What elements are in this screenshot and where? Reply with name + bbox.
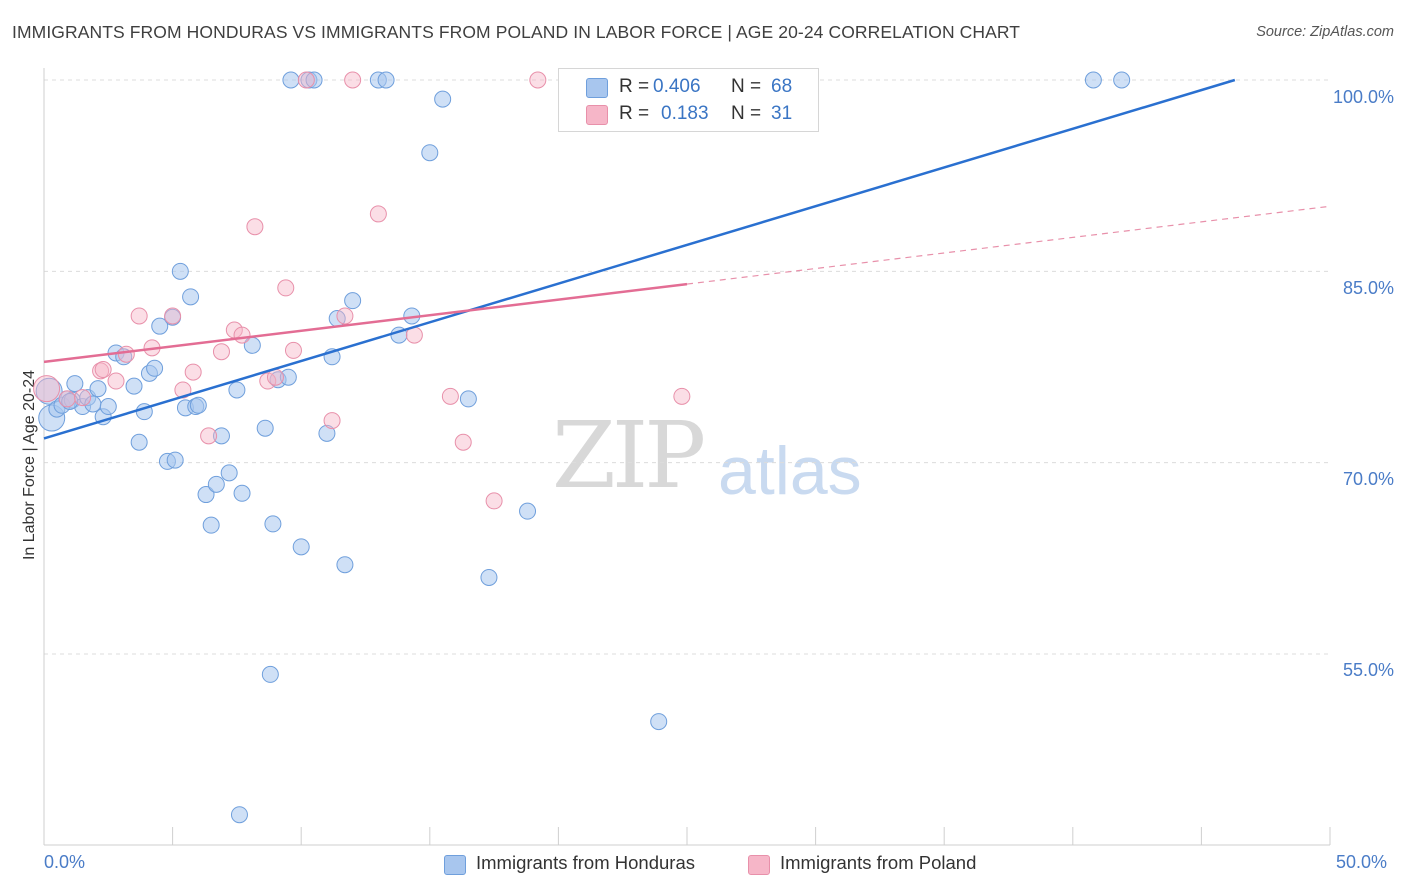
poland-point <box>117 345 135 363</box>
poland-point <box>94 361 112 379</box>
watermark-zip: ZIP <box>552 402 706 509</box>
poland-point <box>336 307 354 325</box>
bottom-legend-swatch-poland <box>748 855 770 875</box>
honduras-point <box>151 317 169 335</box>
honduras-point <box>130 433 148 451</box>
honduras-point <box>146 359 164 377</box>
honduras-point <box>230 806 248 824</box>
honduras-point <box>1113 71 1131 89</box>
honduras-point <box>189 396 207 414</box>
honduras-point <box>202 516 220 534</box>
poland-point <box>259 372 277 390</box>
honduras-point <box>207 475 225 493</box>
watermark-atlas: atlas <box>718 433 862 509</box>
poland-point <box>344 71 362 89</box>
honduras-point <box>377 71 395 89</box>
source-label: Source: ZipAtlas.com <box>1256 24 1394 40</box>
honduras-point <box>279 368 297 386</box>
honduras-point <box>459 390 477 408</box>
legend-n-label: N = <box>731 103 762 124</box>
honduras-point <box>519 502 537 520</box>
poland-point <box>454 433 472 451</box>
x-tick-label-min: 0.0% <box>44 852 86 872</box>
honduras-point <box>344 292 362 310</box>
honduras-trend-line <box>43 78 1236 440</box>
honduras-point <box>197 486 215 504</box>
legend-row-honduras: R = 0.406 N = 68 <box>559 75 818 101</box>
y-tick-label-85: 85.0% <box>1342 278 1394 298</box>
poland-point <box>200 427 218 445</box>
y-tick-label-100: 100.0% <box>1332 87 1394 107</box>
poland-point <box>130 307 148 325</box>
poland-point <box>107 372 125 390</box>
legend-n-value: 68 <box>771 76 793 97</box>
poland-point <box>323 412 341 430</box>
poland-point <box>74 389 92 407</box>
poland-point <box>673 387 691 405</box>
honduras-point <box>61 392 79 410</box>
poland-point <box>212 343 230 361</box>
honduras-point <box>256 419 274 437</box>
legend-r-value: 0.183 <box>661 103 709 124</box>
poland-point <box>184 363 202 381</box>
honduras-point <box>434 90 452 108</box>
poland-point <box>164 307 182 325</box>
legend-swatch-poland <box>586 105 608 125</box>
honduras-point <box>261 665 279 683</box>
honduras-point <box>650 713 668 731</box>
poland-point <box>297 71 315 89</box>
honduras-point <box>318 424 336 442</box>
poland-point <box>58 390 76 408</box>
poland-trend-line-extrapolated <box>686 205 1331 285</box>
legend-r-label: R = <box>619 103 650 124</box>
legend-r-label: R = <box>619 76 650 97</box>
honduras-point <box>264 515 282 533</box>
poland-point <box>441 387 459 405</box>
poland-point <box>284 341 302 359</box>
honduras-point <box>99 398 117 416</box>
honduras-point <box>292 538 310 556</box>
honduras-point <box>233 484 251 502</box>
poland-point <box>277 279 295 297</box>
honduras-point <box>89 380 107 398</box>
bottom-legend-swatch-honduras <box>444 855 466 875</box>
poland-trend-line <box>43 282 688 364</box>
y-tick-label-55: 55.0% <box>1342 660 1394 680</box>
legend-swatch-honduras <box>586 78 608 98</box>
honduras-point <box>282 71 300 89</box>
legend-n-label: N = <box>731 76 762 97</box>
legend-r-value: 0.406 <box>653 76 701 97</box>
honduras-point <box>1084 71 1102 89</box>
x-tick-label-max: 50.0% <box>1336 852 1388 872</box>
bottom-legend-label-honduras: Immigrants from Honduras <box>476 852 695 873</box>
poland-point <box>485 492 503 510</box>
honduras-point <box>125 377 143 395</box>
honduras-point <box>66 375 84 393</box>
legend-n-value: 31 <box>771 103 793 124</box>
honduras-point <box>171 262 189 280</box>
poland-point <box>369 205 387 223</box>
honduras-point <box>166 451 184 469</box>
honduras-point <box>421 144 439 162</box>
legend-row-poland: R = 0.183 N = 31 <box>559 102 818 128</box>
poland-point <box>33 375 61 403</box>
bottom-legend-label-poland: Immigrants from Poland <box>780 852 977 873</box>
honduras-point <box>480 568 498 586</box>
chart-title: IMMIGRANTS FROM HONDURAS VS IMMIGRANTS F… <box>12 22 1021 42</box>
honduras-point <box>228 381 246 399</box>
poland-point <box>174 381 192 399</box>
honduras-point <box>182 288 200 306</box>
poland-point <box>233 326 251 344</box>
honduras-point <box>212 427 230 445</box>
honduras-point <box>220 464 238 482</box>
poland-point <box>246 218 264 236</box>
honduras-point <box>336 556 354 574</box>
poland-point <box>529 71 547 89</box>
correlation-legend: R = 0.406 N = 68 R = 0.183 N = 31 <box>558 68 819 132</box>
y-tick-label-70: 70.0% <box>1342 469 1394 489</box>
